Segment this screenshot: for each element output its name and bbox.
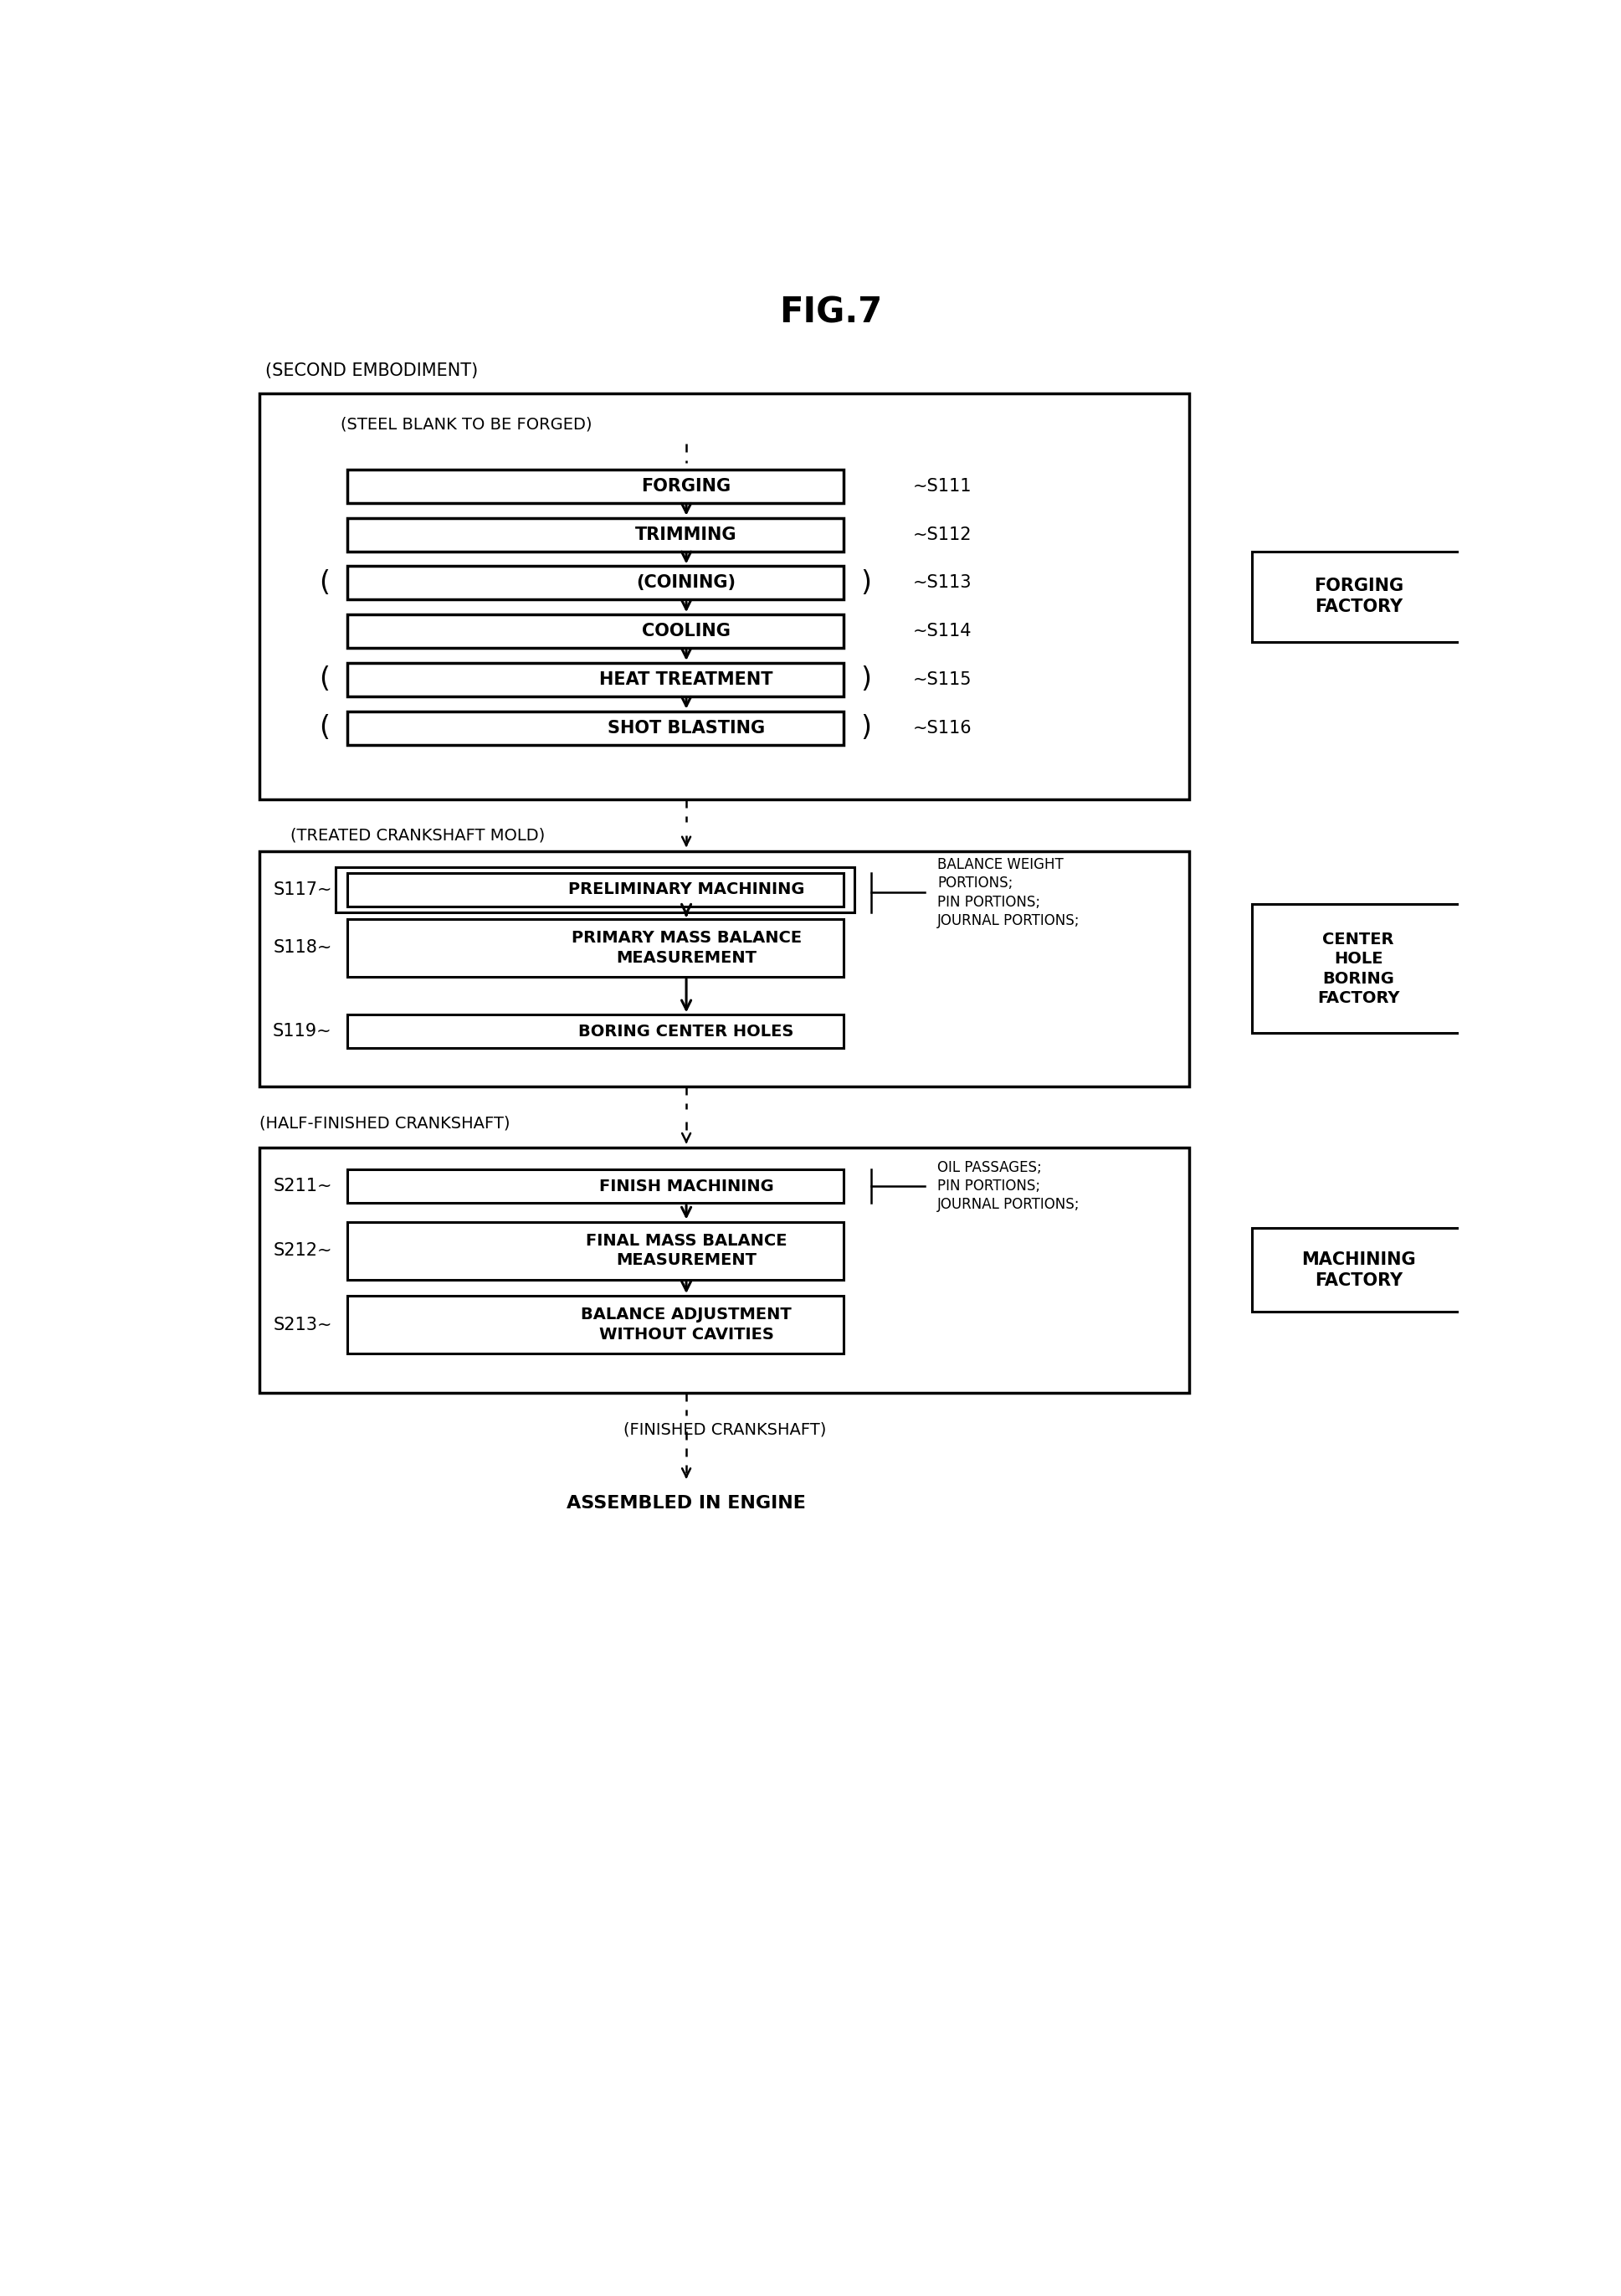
Text: S118~: S118~	[272, 939, 332, 955]
Text: ): )	[861, 569, 872, 597]
Text: COOLING: COOLING	[642, 622, 731, 641]
Text: (: (	[319, 714, 331, 742]
Bar	[347, 567, 843, 599]
Text: S212~: S212~	[272, 1242, 332, 1258]
Text: HEAT TREATMENT: HEAT TREATMENT	[600, 670, 773, 689]
Text: FIG.7: FIG.7	[780, 296, 882, 331]
Text: S213~: S213~	[272, 1316, 332, 1334]
Text: PRELIMINARY MACHINING: PRELIMINARY MACHINING	[567, 882, 804, 898]
Bar	[1251, 551, 1465, 641]
Text: S119~: S119~	[272, 1024, 332, 1040]
Bar	[259, 852, 1188, 1086]
Bar	[259, 393, 1188, 799]
Bar	[347, 1221, 843, 1279]
Text: FORGING: FORGING	[642, 478, 731, 494]
Bar	[347, 712, 843, 744]
Text: FINISH MACHINING: FINISH MACHINING	[598, 1178, 773, 1194]
Bar	[336, 868, 854, 912]
Bar	[347, 1295, 843, 1355]
Text: TRIMMING: TRIMMING	[635, 526, 738, 542]
Bar	[347, 468, 843, 503]
Text: ~S111: ~S111	[913, 478, 971, 494]
Text: FINAL MASS BALANCE
MEASUREMENT: FINAL MASS BALANCE MEASUREMENT	[585, 1233, 786, 1267]
Text: (STEEL BLANK TO BE FORGED): (STEEL BLANK TO BE FORGED)	[340, 416, 592, 432]
Text: ASSEMBLED IN ENGINE: ASSEMBLED IN ENGINE	[567, 1495, 806, 1511]
Text: (: (	[319, 569, 331, 597]
Bar	[259, 1148, 1188, 1391]
Text: BORING CENTER HOLES: BORING CENTER HOLES	[579, 1024, 794, 1040]
Text: ~S114: ~S114	[913, 622, 971, 641]
Bar	[347, 1169, 843, 1203]
Bar	[347, 615, 843, 647]
Text: CENTER
HOLE
BORING
FACTORY: CENTER HOLE BORING FACTORY	[1318, 932, 1399, 1006]
Text: BALANCE ADJUSTMENT
WITHOUT CAVITIES: BALANCE ADJUSTMENT WITHOUT CAVITIES	[580, 1306, 791, 1343]
Text: (SECOND EMBODIMENT): (SECOND EMBODIMENT)	[266, 363, 478, 379]
Bar	[1251, 905, 1465, 1033]
Text: ~S116: ~S116	[913, 719, 971, 737]
Bar	[347, 918, 843, 976]
Bar	[347, 872, 843, 907]
Bar	[1251, 1228, 1465, 1311]
Bar	[347, 519, 843, 551]
Text: (: (	[319, 666, 331, 693]
Text: OIL PASSAGES;
PIN PORTIONS;
JOURNAL PORTIONS;: OIL PASSAGES; PIN PORTIONS; JOURNAL PORT…	[937, 1159, 1080, 1212]
Text: FORGING
FACTORY: FORGING FACTORY	[1313, 579, 1404, 615]
Text: ~S112: ~S112	[913, 526, 971, 542]
Text: (FINISHED CRANKSHAFT): (FINISHED CRANKSHAFT)	[624, 1421, 827, 1437]
Text: BALANCE WEIGHT
PORTIONS;
PIN PORTIONS;
JOURNAL PORTIONS;: BALANCE WEIGHT PORTIONS; PIN PORTIONS; J…	[937, 856, 1080, 928]
Text: (HALF-FINISHED CRANKSHAFT): (HALF-FINISHED CRANKSHAFT)	[259, 1116, 509, 1132]
Text: ): )	[861, 714, 872, 742]
Text: MACHINING
FACTORY: MACHINING FACTORY	[1302, 1251, 1415, 1288]
Text: SHOT BLASTING: SHOT BLASTING	[608, 719, 765, 737]
Text: ): )	[861, 666, 872, 693]
Text: S211~: S211~	[272, 1178, 332, 1194]
Bar	[347, 664, 843, 696]
Text: (TREATED CRANKSHAFT MOLD): (TREATED CRANKSHAFT MOLD)	[290, 827, 545, 843]
Text: (COINING): (COINING)	[637, 574, 736, 592]
Text: PRIMARY MASS BALANCE
MEASUREMENT: PRIMARY MASS BALANCE MEASUREMENT	[571, 930, 801, 967]
Text: ~S113: ~S113	[913, 574, 971, 592]
Bar	[347, 1015, 843, 1049]
Text: S117~: S117~	[272, 882, 332, 898]
Text: ~S115: ~S115	[913, 670, 971, 689]
